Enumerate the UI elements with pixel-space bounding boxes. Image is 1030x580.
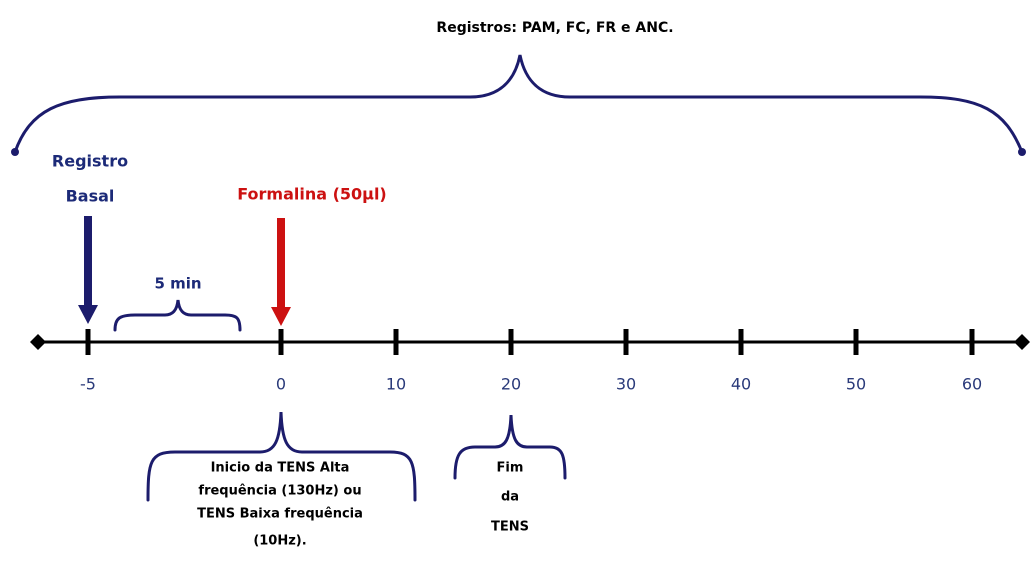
top-brace <box>13 54 1024 154</box>
tens-end-note: Fim da TENS <box>491 461 529 535</box>
tick-label: 50 <box>846 375 866 394</box>
tick-label: 60 <box>962 375 982 394</box>
note-line: Inicio da TENS Alta <box>211 461 350 476</box>
tens-start-brace <box>146 411 417 502</box>
tick-label: 30 <box>616 375 636 394</box>
brace-end <box>1018 148 1026 156</box>
note-line: TENS <box>491 520 529 535</box>
interval-brace <box>113 299 242 332</box>
tick-label: 0 <box>276 375 286 394</box>
basal-label: Basal <box>66 187 115 206</box>
tens-start-note: Inicio da TENS Alta frequência (130Hz) ou… <box>197 461 363 549</box>
note-line: Fim <box>497 461 524 476</box>
note-line: frequência (130Hz) ou <box>198 484 361 499</box>
tick-label: 20 <box>501 375 521 394</box>
axis-end <box>1014 334 1030 350</box>
brace-end <box>11 148 19 156</box>
note-line: TENS Baixa frequência <box>197 507 363 522</box>
note-line: da <box>501 490 519 505</box>
formalina-arrow <box>271 218 291 326</box>
note-line: (10Hz). <box>253 534 306 549</box>
tick-label: 40 <box>731 375 751 394</box>
ticks: -5 0 10 20 30 40 50 60 <box>80 329 982 394</box>
tick-label: -5 <box>80 375 96 394</box>
title: Registros: PAM, FC, FR e ANC. <box>436 20 673 36</box>
basal-arrow <box>78 216 98 324</box>
basal-label: Registro <box>52 152 128 171</box>
interval-label: 5 min <box>154 275 201 293</box>
tick-label: 10 <box>386 375 406 394</box>
tens-end-brace <box>453 414 567 480</box>
axis-end <box>30 334 46 350</box>
formalina-label: Formalina (50µl) <box>237 185 387 204</box>
